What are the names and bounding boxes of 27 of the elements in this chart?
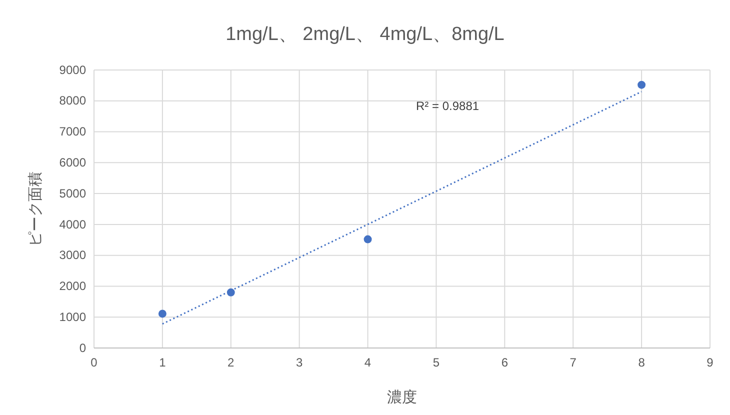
- x-tick-label: 8: [638, 356, 646, 370]
- y-tick-label: 1000: [59, 310, 86, 324]
- x-axis-title: 濃度: [387, 389, 417, 406]
- chart-title: 1mg/L、 2mg/L、 4mg/L、8mg/L: [226, 24, 504, 45]
- y-tick-label: 0: [79, 340, 86, 355]
- y-axis-title: ピーク面積: [27, 172, 44, 246]
- x-tick-label: 7: [570, 356, 577, 370]
- point: [158, 310, 166, 318]
- x-tick-label: 2: [228, 356, 235, 370]
- point: [364, 235, 372, 244]
- point: [638, 80, 646, 89]
- x-tick-label: 6: [501, 356, 508, 370]
- x-tick-label: 3: [296, 356, 303, 370]
- x-tick-label: 5: [432, 356, 440, 370]
- y-tick-label: 6000: [59, 156, 86, 170]
- x-tick-label: 0: [90, 356, 98, 370]
- x-tick-label: 9: [706, 356, 714, 370]
- y-tick-label: 3000: [59, 248, 86, 262]
- y-tick-label: 2000: [59, 279, 86, 294]
- y-tick-label: 8000: [59, 94, 86, 108]
- y-tick-label: 4000: [59, 217, 86, 232]
- y-tick-label: 5000: [59, 186, 86, 200]
- y-tick-label: 9000: [59, 62, 86, 77]
- y-tick-label: 7000: [59, 124, 86, 139]
- x-tick-label: 1: [159, 356, 166, 370]
- annotation: R² = 0.9881: [416, 99, 480, 113]
- x-tick-label: 4: [364, 356, 372, 370]
